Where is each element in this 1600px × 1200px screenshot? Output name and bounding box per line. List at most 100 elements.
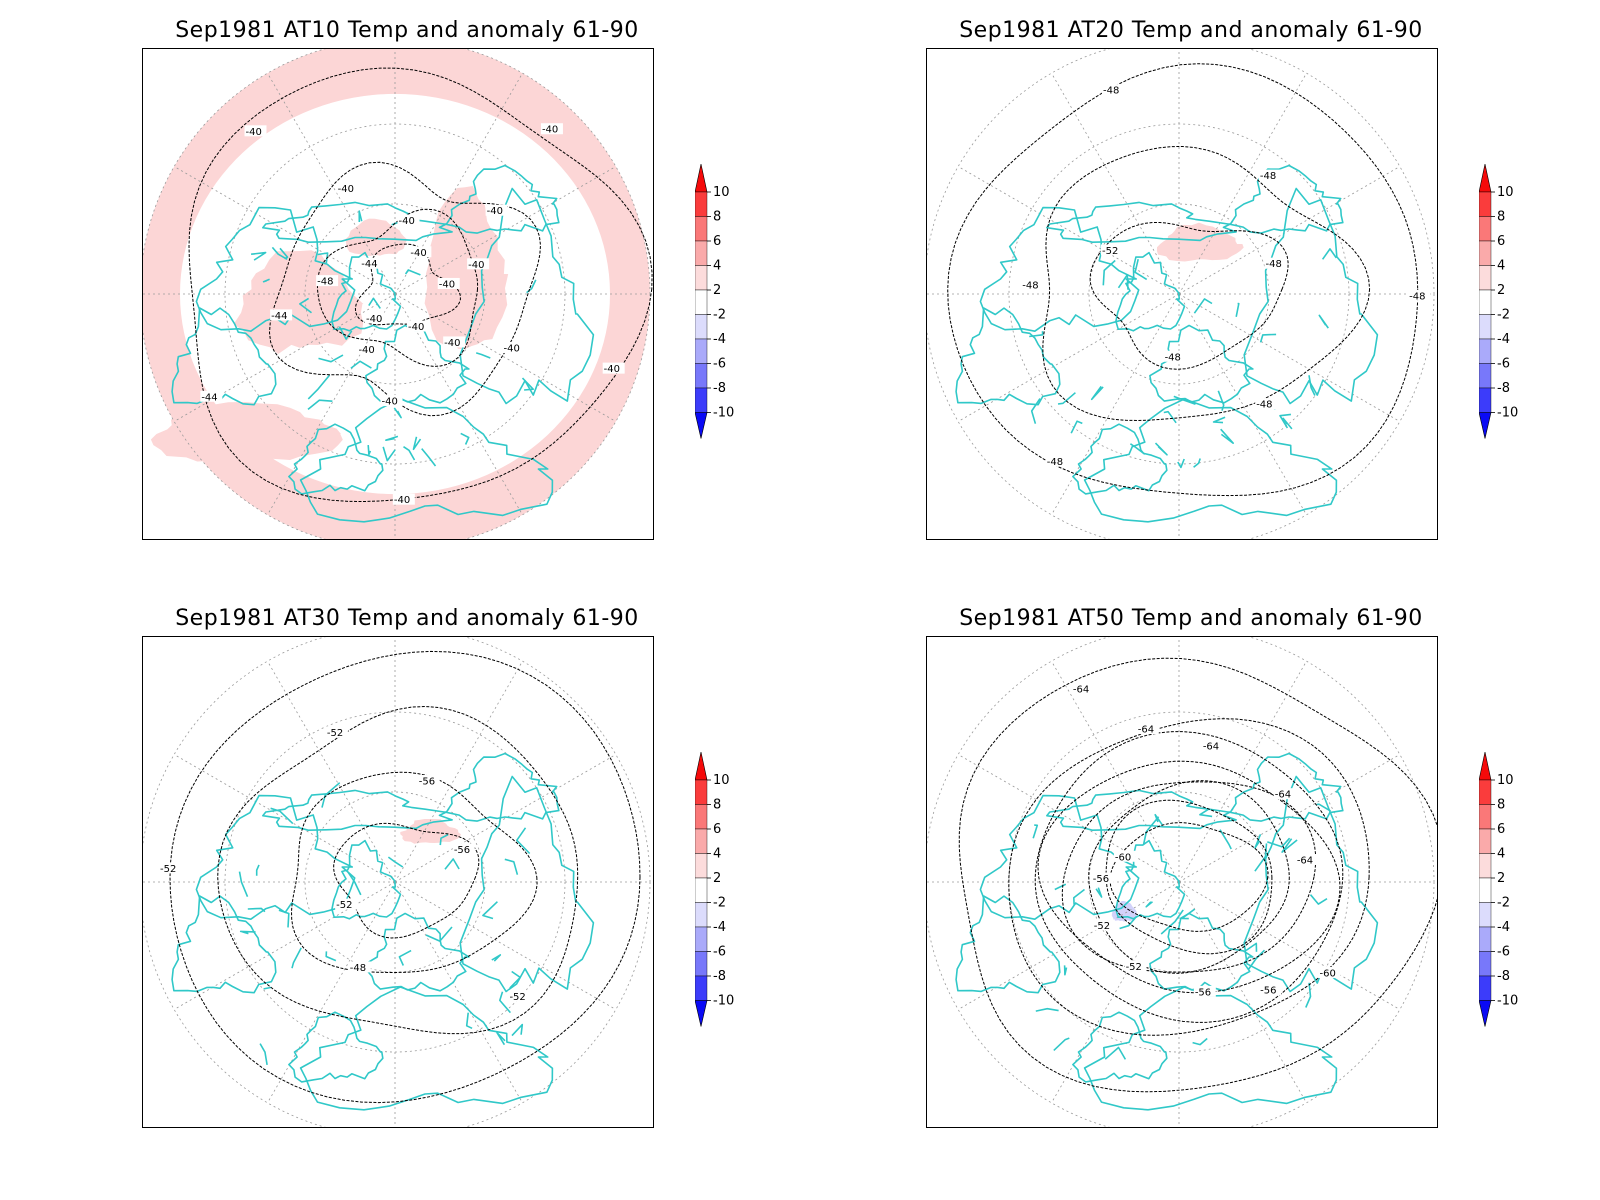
border-line (444, 858, 460, 870)
border-line (263, 986, 272, 990)
contour-label-bg (1163, 350, 1186, 362)
border-line (421, 448, 437, 467)
coastlines (955, 752, 1379, 1111)
contour-label: -48 (1260, 171, 1276, 182)
colorbar-label: 8 (1497, 210, 1505, 225)
temperature-contour (1008, 718, 1370, 1036)
border-line (393, 407, 402, 419)
border-line (425, 926, 453, 942)
contour-label-bg (602, 362, 625, 374)
meridian-line (1178, 72, 1307, 295)
contour-label: -64 (1138, 725, 1154, 736)
contour-label: -52 (1094, 921, 1110, 932)
contour-label: -40 (366, 314, 382, 325)
colorbar-label: -2 (713, 896, 726, 911)
border-line (1316, 803, 1332, 812)
border-line (1318, 314, 1329, 329)
coastline (195, 794, 356, 920)
colorbar: 10 8 6 4 2 -2 -4 -6 -8 -10 (695, 752, 755, 1032)
contour-label: -48 (1022, 280, 1038, 291)
colorbar-label: -2 (713, 308, 726, 323)
border-line (1032, 824, 1039, 839)
contour-label: -60 (1320, 968, 1336, 979)
border-line (321, 782, 341, 808)
colorbar-label: -6 (713, 357, 726, 372)
colorbar-swatch (695, 975, 708, 1001)
anomaly-area (400, 819, 461, 844)
colorbar-swatch (695, 804, 708, 830)
polar-map: -60 -56 -56 -52 -52 -56 -60 -64 -64 -64 -64 -64 (927, 637, 1437, 1127)
contour-label: -40 (542, 125, 558, 136)
contour-label-bg (409, 246, 432, 258)
border-line (1219, 829, 1232, 850)
colorbar-swatch (695, 828, 708, 854)
colorbar-swatch (1479, 877, 1492, 903)
border-line (1177, 458, 1185, 469)
border-line (1173, 395, 1196, 406)
contours (169, 650, 641, 1104)
coastline (331, 839, 402, 920)
contour-label: -52 (509, 992, 525, 1003)
contour-label-bg (452, 843, 475, 855)
colorbar-label: 10 (1497, 773, 1514, 788)
border-line (259, 1043, 268, 1066)
colorbar-label: -2 (1497, 896, 1510, 911)
border-line (1160, 909, 1184, 935)
border-line (491, 954, 502, 962)
coastline (195, 206, 356, 332)
border-line (1259, 333, 1277, 343)
coastline (288, 423, 384, 495)
contour-label: -48 (1165, 352, 1181, 363)
colorbar-arrow-bottom (1479, 412, 1492, 439)
panel-at30: Sep1981 AT30 Temp and anomaly 61-90 -52-… (142, 606, 922, 1186)
contour-label-bg (1045, 455, 1068, 467)
border-line (1134, 259, 1148, 281)
contour-label: -52 (1102, 246, 1118, 257)
coastline (1229, 752, 1344, 822)
contour-label-bg (397, 214, 420, 226)
contour-label-bg (1408, 289, 1431, 301)
contour-label: -52 (160, 864, 176, 875)
border-line (499, 991, 512, 1014)
contour-label: -44 (271, 311, 287, 322)
contour-label: -40 (394, 495, 410, 506)
panel-title: Sep1981 AT50 Temp and anomaly 61-90 (959, 606, 1423, 631)
border-line (1102, 259, 1116, 286)
contour-label-bg (1264, 257, 1287, 269)
border-line (1281, 838, 1298, 853)
border-line (516, 827, 531, 855)
contour-label-bg (1071, 682, 1094, 694)
border-line (317, 252, 329, 264)
contour-label-bg (1255, 398, 1278, 410)
border-line (350, 360, 372, 369)
colorbar-label: 8 (1497, 798, 1505, 813)
panel-at50: Sep1981 AT50 Temp and anomaly 61-90 -60 -… (926, 606, 1600, 1186)
coastline (1072, 1011, 1168, 1083)
contours (958, 657, 1437, 1093)
panel-at20: Sep1981 AT20 Temp and anomaly 61-90 -48-… (926, 18, 1600, 598)
anomaly-area (150, 402, 343, 464)
border-line (299, 297, 312, 314)
colorbar-label: -4 (713, 332, 726, 347)
contour-label-bg (502, 341, 525, 353)
border-line (385, 435, 399, 441)
colorbar-label: 6 (713, 234, 721, 249)
contour-label-bg (467, 258, 490, 270)
border-line (1029, 331, 1044, 338)
contour-label: -40 (487, 206, 503, 217)
border-line (255, 864, 260, 876)
coastline (955, 307, 1061, 406)
border-line (526, 279, 537, 294)
border-line (347, 871, 362, 896)
contour-label: -56 (1093, 874, 1109, 885)
colorbar-swatch (695, 951, 708, 977)
colorbar-label: -10 (1497, 406, 1518, 421)
map-frame: -48 -48 -48 -48 -48 -52 -48 -48 -48 (926, 48, 1438, 540)
colorbar-swatch (1479, 363, 1492, 389)
contour-label-bg (364, 312, 387, 324)
border-line (1030, 398, 1041, 424)
contour-label-bg (1092, 919, 1115, 931)
contour-label-bg (1101, 84, 1124, 96)
colorbar-label: -10 (713, 406, 734, 421)
colorbar-label: -6 (1497, 357, 1510, 372)
